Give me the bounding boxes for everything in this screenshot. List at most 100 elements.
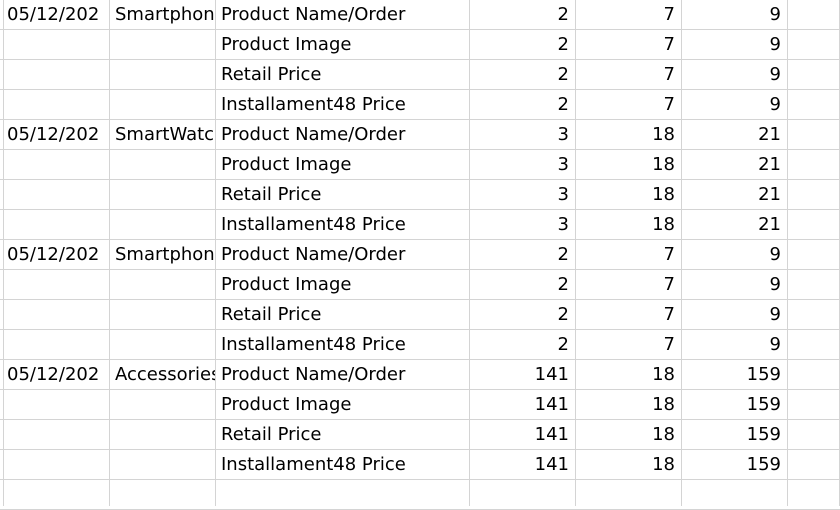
field-cell[interactable]: Product Name/Order [221,124,406,145]
value-cell-1[interactable]: 141 [534,394,569,415]
value-cell-2[interactable]: 18 [652,424,675,445]
value-cell-3[interactable]: 9 [769,304,781,325]
value-cell-3[interactable]: 9 [769,244,781,265]
category-cell[interactable] [110,270,215,299]
date-cell[interactable] [4,300,109,329]
value-cell-2[interactable]: 7 [663,94,675,115]
value-cell-1[interactable]: 3 [557,184,569,205]
value-cell-1[interactable]: 141 [534,454,569,475]
field-cell[interactable]: Product Name/Order [221,244,406,265]
category-cell[interactable] [110,60,215,89]
field-cell[interactable]: Product Name/Order [221,4,406,25]
value-cell-3[interactable]: 21 [758,214,781,235]
value-cell-1[interactable]: 2 [557,64,569,85]
category-cell[interactable] [110,330,215,359]
field-cell[interactable]: Product Name/Order [221,364,406,385]
value-cell-3[interactable]: 9 [769,34,781,55]
value-cell-3[interactable]: 159 [746,454,781,475]
field-cell[interactable]: Product Image [221,394,352,415]
value-cell-2[interactable]: 18 [652,214,675,235]
value-cell-2[interactable]: 7 [663,34,675,55]
value-cell-1[interactable] [470,480,575,509]
category-cell[interactable] [110,90,215,119]
value-cell-2[interactable]: 7 [663,64,675,85]
value-cell-3[interactable]: 9 [769,274,781,295]
value-cell-1[interactable]: 141 [534,364,569,385]
value-cell-3[interactable]: 159 [746,424,781,445]
category-cell[interactable] [110,180,215,209]
value-cell-3[interactable]: 9 [769,94,781,115]
field-cell[interactable]: Installament48 Price [221,214,406,235]
value-cell-2[interactable]: 18 [652,394,675,415]
value-cell-1[interactable]: 2 [557,304,569,325]
date-cell[interactable] [4,420,109,449]
category-cell[interactable] [110,480,215,509]
value-cell-3[interactable]: 21 [758,124,781,145]
field-cell[interactable]: Installament48 Price [221,94,406,115]
date-cell[interactable]: 05/12/202 [7,244,100,265]
date-cell[interactable] [4,450,109,479]
category-cell[interactable] [110,30,215,59]
date-cell[interactable] [4,150,109,179]
date-cell[interactable] [4,210,109,239]
value-cell-1[interactable]: 3 [557,154,569,175]
value-cell-2[interactable]: 7 [663,334,675,355]
value-cell-2[interactable] [576,480,681,509]
value-cell-2[interactable]: 18 [652,154,675,175]
value-cell-3[interactable]: 9 [769,4,781,25]
category-cell[interactable] [110,150,215,179]
value-cell-3[interactable]: 159 [746,394,781,415]
value-cell-1[interactable]: 2 [557,4,569,25]
value-cell-3[interactable]: 21 [758,184,781,205]
category-cell[interactable]: Accessories [115,364,215,385]
date-cell[interactable] [4,390,109,419]
field-cell[interactable]: Retail Price [221,64,322,85]
value-cell-1[interactable]: 2 [557,244,569,265]
value-cell-1[interactable]: 2 [557,34,569,55]
field-cell[interactable]: Product Image [221,274,352,295]
date-cell[interactable]: 05/12/202 [7,124,100,145]
value-cell-3[interactable]: 9 [769,64,781,85]
date-cell[interactable] [4,330,109,359]
field-cell[interactable]: Retail Price [221,424,322,445]
field-cell[interactable]: Installament48 Price [221,454,406,475]
value-cell-1[interactable]: 2 [557,334,569,355]
date-cell[interactable]: 05/12/202 [7,4,100,25]
date-cell[interactable] [4,270,109,299]
field-cell[interactable]: Installament48 Price [221,334,406,355]
value-cell-2[interactable]: 7 [663,244,675,265]
value-cell-2[interactable]: 18 [652,184,675,205]
category-cell[interactable] [110,390,215,419]
field-cell[interactable]: Product Image [221,154,352,175]
value-cell-3[interactable]: 9 [769,334,781,355]
value-cell-1[interactable]: 2 [557,274,569,295]
value-cell-1[interactable]: 141 [534,424,569,445]
value-cell-1[interactable]: 3 [557,124,569,145]
date-cell[interactable] [4,30,109,59]
value-cell-3[interactable]: 21 [758,154,781,175]
field-cell[interactable]: Retail Price [221,304,322,325]
field-cell[interactable] [216,480,469,509]
value-cell-1[interactable]: 2 [557,94,569,115]
value-cell-2[interactable]: 18 [652,124,675,145]
value-cell-2[interactable]: 7 [663,274,675,295]
value-cell-3[interactable] [682,480,787,509]
date-cell[interactable] [4,90,109,119]
value-cell-2[interactable]: 7 [663,4,675,25]
value-cell-2[interactable]: 18 [652,454,675,475]
category-cell[interactable] [110,450,215,479]
value-cell-1[interactable]: 3 [557,214,569,235]
value-cell-2[interactable]: 18 [652,364,675,385]
field-cell[interactable]: Retail Price [221,184,322,205]
category-cell[interactable]: Smartphon [115,244,215,265]
value-cell-2[interactable]: 7 [663,304,675,325]
date-cell[interactable] [4,60,109,89]
field-cell[interactable]: Product Image [221,34,352,55]
date-cell[interactable] [4,180,109,209]
category-cell[interactable] [110,300,215,329]
category-cell[interactable] [110,210,215,239]
date-cell[interactable]: 05/12/202 [7,364,100,385]
category-cell[interactable] [110,420,215,449]
category-cell[interactable]: SmartWatc [115,124,215,145]
value-cell-3[interactable]: 159 [746,364,781,385]
